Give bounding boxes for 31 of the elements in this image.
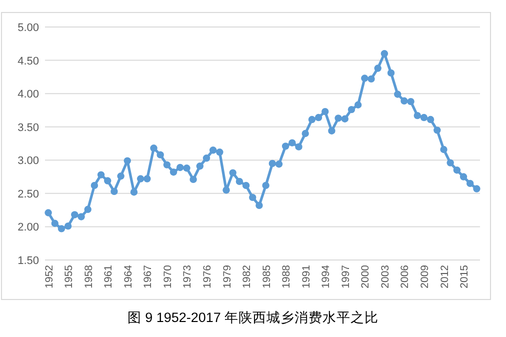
x-tick-label: 1979	[221, 264, 234, 288]
x-tick-label: 1985	[260, 264, 273, 288]
x-tick-label: 1955	[63, 264, 76, 288]
x-tick-label: 1958	[82, 264, 95, 288]
x-tick-label: 1952	[43, 264, 56, 288]
y-tick-label: 1.50	[18, 255, 39, 267]
y-tick-label: 3.00	[18, 155, 39, 168]
x-tick-label: 1970	[162, 264, 174, 288]
x-tick-label: 1967	[142, 264, 154, 288]
x-tick-label: 1982	[241, 264, 254, 288]
y-tick-label: 5.00	[18, 22, 39, 34]
x-tick-label: 2012	[438, 264, 451, 288]
x-tick-label: 1988	[280, 264, 293, 288]
x-tick-label: 1976	[201, 264, 214, 288]
y-tick-label: 4.50	[18, 55, 39, 68]
x-tick-label: 1997	[340, 264, 352, 288]
x-tick-label: 2015	[458, 264, 471, 288]
x-tick-label: 2009	[418, 264, 431, 288]
x-tick-label: 1973	[182, 264, 194, 288]
y-tick-label: 2.00	[18, 222, 39, 234]
y-tick-label: 4.00	[18, 88, 39, 101]
x-tick-label: 1991	[300, 264, 312, 288]
y-tick-label: 2.50	[18, 188, 39, 200]
x-tick-label: 1961	[102, 264, 115, 288]
x-tick-label: 1964	[122, 264, 134, 288]
text: 图 9 1952-2017 年陕西城乡消费水平之比	[127, 310, 379, 325]
x-tick-label: 2006	[399, 264, 412, 288]
x-tick-label: 1994	[320, 264, 332, 288]
y-tick-label: 3.50	[18, 122, 39, 134]
x-tick-label: 2003	[379, 264, 392, 288]
x-tick-label: 2000	[360, 264, 372, 288]
